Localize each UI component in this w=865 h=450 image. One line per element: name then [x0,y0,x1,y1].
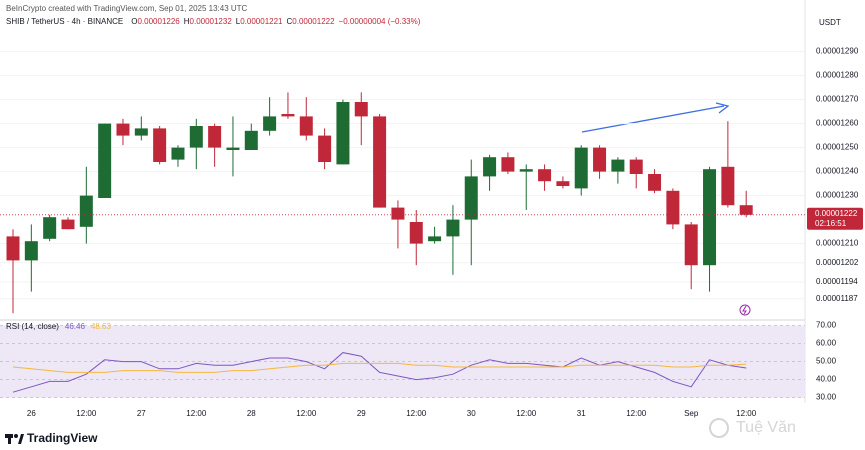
candle-body [24,241,38,261]
candle-body [391,207,405,220]
rsi-legend-value: 46.46 [65,322,86,331]
y-tick-label: 0.00001260 [816,119,859,128]
candle-body [226,147,240,150]
candle-body [299,116,313,136]
candle-body [244,130,258,150]
x-tick-label: 12:00 [626,409,647,418]
candle-body [354,102,368,117]
watermark-text: Tuệ Văn [736,419,796,436]
candle-body [629,159,643,174]
y-tick-label: 60.00 [816,339,837,348]
x-tick-label: 12:00 [736,409,757,418]
ohlc-key: H [184,17,190,26]
credit: BeInCrypto created with TradingView.com,… [6,4,248,13]
y-tick-label: 30.00 [816,393,837,402]
ohlc-key: O [131,17,137,26]
candle-body [703,169,717,266]
candle-body [263,116,277,131]
y-tick-label: 70.00 [816,321,837,330]
rsi-legend-value: 48.63 [91,322,112,331]
candle-body [428,236,442,242]
x-tick-label: 30 [467,409,476,418]
ohlc-key: L [236,17,241,26]
candle-body [464,176,478,220]
candle-body [611,159,625,172]
y-tick-label: 0.00001202 [816,258,859,267]
last-price-label: 0.00001222 [815,209,858,218]
x-tick-label: 12:00 [406,409,427,418]
x-tick-label: 28 [247,409,256,418]
candle-body [373,116,387,208]
candle-body [409,222,423,244]
y-tick-label: 50.00 [816,357,837,366]
candle-body [593,147,607,172]
candle-body [171,147,185,160]
rsi-line [12,362,747,373]
watermark: Tuệ Văn [709,418,796,438]
x-tick-label: 12:00 [186,409,207,418]
candle-body [116,123,130,136]
y-tick-label: 0.00001240 [816,167,859,176]
candle-body [153,128,167,162]
candle-body [684,224,698,266]
candle-body [556,181,570,186]
x-tick-label: 31 [577,409,586,418]
x-tick-label: 29 [357,409,366,418]
candle-body [501,157,515,172]
y-tick-label: 0.00001250 [816,143,859,152]
x-tick-label: Sep [684,409,699,418]
candle-body [79,195,93,227]
y-tick-label: 0.00001270 [816,95,859,104]
candle-body [208,126,222,148]
y-tick-label: 0.00001230 [816,191,859,200]
symbol: SHIB / TetherUS · 4h · BINANCE O0.0000122… [6,17,421,26]
candle-body [666,190,680,225]
candle-body [519,169,533,172]
candle-body [538,169,552,182]
candle-body [98,123,112,198]
candle-body [134,128,148,136]
candle-body [189,126,203,148]
change: −0.00000004 (−0.33%) [339,17,421,26]
x-tick-label: 12:00 [76,409,97,418]
candle-body [318,135,332,162]
ohlc-key: C [287,17,293,26]
ohlc-value: 0.00001232 [190,17,233,26]
rsi-line [12,352,747,393]
candle-body [721,166,735,206]
rsi-legend: RSI (14, close) 46.46 48.63 [6,322,112,331]
logo-text: TradingView [27,431,98,445]
x-tick-label: 26 [27,409,36,418]
y-tick-label: 0.00001194 [816,277,858,286]
candle-body [281,114,295,117]
candle-body [61,219,75,230]
candle-body [446,219,460,237]
y-tick-label: 0.00001210 [816,239,859,248]
ohlc-value: 0.00001222 [292,17,335,26]
candle-body [648,174,662,191]
event-icon[interactable] [739,304,751,316]
candle-body [483,157,497,177]
x-tick-label: 27 [137,409,146,418]
y-tick-label: 0.00001290 [816,47,859,56]
countdown: 02:16:51 [815,219,847,228]
ohlc-value: 0.00001226 [137,17,180,26]
x-tick-label: 12:00 [296,409,317,418]
tradingview-logo [5,434,24,444]
y-tick-label: 40.00 [816,375,837,384]
ohlc-value: 0.00001221 [240,17,283,26]
y-tick-label: 0.00001280 [816,71,859,80]
candle-body [574,147,588,189]
last-price-box [807,207,863,230]
candle-body [336,102,350,165]
y-tick-label: 0.00001187 [816,294,858,303]
candle-body [6,236,20,261]
candle-body [739,205,753,215]
candle-body [43,217,57,239]
x-tick-label: 12:00 [516,409,537,418]
currency: USDT [819,18,841,27]
